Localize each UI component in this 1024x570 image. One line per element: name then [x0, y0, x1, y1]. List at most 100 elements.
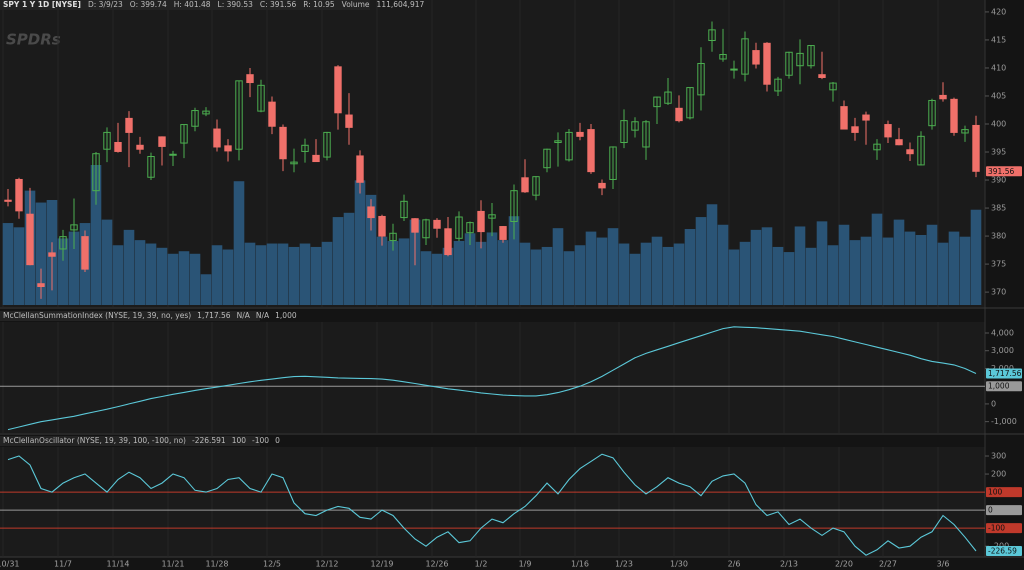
candle-body — [411, 218, 419, 233]
candle-body — [851, 126, 859, 133]
header-text: C: 391.56 — [260, 0, 297, 9]
volume-bar — [123, 229, 135, 305]
header-text: O: 399.74 — [130, 0, 167, 9]
last-price-bg — [986, 166, 1022, 177]
volume-bar — [475, 241, 487, 305]
candle-body — [686, 87, 694, 119]
candle-body — [257, 84, 265, 112]
volume-bar — [68, 231, 80, 305]
candle-body — [587, 129, 595, 173]
candle-body — [136, 144, 144, 150]
volume-bar — [739, 241, 751, 305]
volume-bar — [255, 245, 267, 305]
last-value: 1,717.56 — [988, 369, 1022, 378]
candle-body — [4, 199, 12, 202]
volume-bar — [211, 245, 223, 305]
level-label: 0 — [988, 506, 993, 515]
candle-body — [466, 222, 474, 234]
volume-bar — [651, 236, 663, 305]
level-label-bg — [986, 505, 1022, 516]
y-tick-label: 300 — [991, 452, 1006, 461]
y-tick-label: 370 — [991, 288, 1006, 297]
volume-bar — [189, 253, 201, 305]
x-tick-label: 3/6 — [937, 560, 950, 569]
candle-body — [147, 156, 155, 178]
x-tick-label: 12/19 — [370, 560, 393, 569]
volume-bar — [134, 240, 146, 305]
volume-bar — [761, 227, 773, 305]
y-tick-label: 3,000 — [991, 346, 1014, 355]
last-value-bg — [986, 368, 1022, 379]
level-label-bg — [986, 381, 1022, 392]
candle-body — [158, 136, 166, 147]
candle-body — [499, 226, 507, 240]
candle-body — [422, 219, 430, 239]
candle-body — [180, 124, 188, 144]
volume-bar — [893, 219, 905, 305]
header-bg — [0, 311, 260, 321]
y-tick-label: 200 — [991, 470, 1006, 479]
y-tick-label: 0 — [991, 399, 996, 408]
candle-body — [653, 96, 661, 108]
candle-body — [840, 106, 848, 130]
candle-body — [631, 121, 639, 131]
volume-bar — [442, 247, 454, 305]
candle-body — [818, 74, 826, 78]
candle-body — [917, 135, 925, 166]
indicator-info: -100 — [252, 436, 269, 445]
volume-bar — [959, 236, 971, 305]
header-text: L: 390.53 — [218, 0, 254, 9]
candle-body — [70, 224, 78, 231]
candle-body — [796, 52, 804, 67]
volume-bar — [519, 242, 531, 305]
indicator-line — [7, 453, 977, 556]
volume-bar — [200, 274, 212, 305]
x-tick-label: 11/7 — [54, 560, 72, 569]
x-tick-label: 2/27 — [879, 560, 897, 569]
candle-body — [521, 177, 529, 193]
candle-body — [620, 120, 628, 143]
header-text: D: 3/9/23 — [88, 0, 123, 9]
y-tick-label: 2,000 — [991, 364, 1014, 373]
header-text: Volume — [342, 0, 370, 9]
volume-bar — [178, 251, 190, 305]
volume-bar — [970, 209, 982, 305]
candle-body — [400, 200, 408, 219]
candle-body — [312, 154, 320, 163]
volume-bar — [167, 253, 179, 305]
volume-bar — [827, 245, 839, 305]
x-tick-label: 1/30 — [670, 560, 688, 569]
last-price: 391.56 — [988, 167, 1014, 176]
candle-body — [202, 110, 210, 115]
y-tick-label: 390 — [991, 176, 1006, 185]
indicator-name: McClellanOscillator (NYSE, 19, 39, 100, … — [3, 436, 186, 445]
candle-body — [972, 124, 980, 172]
volume-bar — [805, 247, 817, 305]
y-tick-label: 395 — [991, 148, 1006, 157]
volume-bar — [420, 251, 432, 305]
y-tick-label: 405 — [991, 91, 1006, 100]
volume-bar — [871, 213, 883, 305]
volume-bar — [233, 181, 245, 305]
volume-bar — [904, 231, 916, 305]
y-tick-label: 400 — [991, 119, 1006, 128]
volume-bar — [937, 242, 949, 305]
candle-body — [103, 131, 111, 150]
y-tick-label: 385 — [991, 204, 1006, 213]
candle-body — [389, 232, 397, 242]
x-tick-label: 12/12 — [315, 560, 338, 569]
x-tick-label: 2/20 — [835, 560, 853, 569]
level-label: 1,000 — [988, 382, 1010, 391]
header-text: SPY 1 Y 1D [NYSE] — [3, 0, 81, 9]
candle-body — [697, 62, 705, 96]
candle-body — [455, 216, 463, 239]
last-value-bg — [986, 545, 1022, 556]
candle-body — [576, 131, 584, 137]
candle-body — [873, 143, 881, 151]
volume-bar — [882, 237, 894, 305]
volume-bar — [838, 224, 850, 305]
volume-bar — [288, 246, 300, 305]
x-tick-label: 11/21 — [161, 560, 184, 569]
volume-bar — [90, 165, 102, 305]
